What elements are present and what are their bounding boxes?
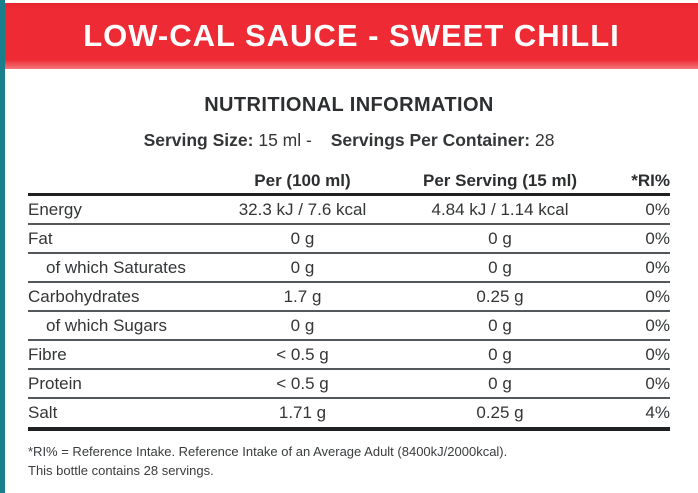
per-serving-value: 0 g	[488, 344, 512, 364]
table-header-row: Per (100 ml) Per Serving (15 ml) *RI%	[28, 168, 670, 196]
column-header-per-serving: Per Serving (15 ml)	[422, 170, 577, 190]
serving-size-value: 15 ml	[258, 130, 302, 150]
footnote-line-2: This bottle contains 28 servings.	[28, 463, 214, 478]
table-row: Energy 32.3 kJ / 7.6 kcal 4.84 kJ / 1.14…	[28, 196, 670, 225]
column-header-ri: *RI%	[631, 170, 670, 190]
nutrient-name: Fat	[28, 228, 53, 248]
nutrient-name: Fibre	[28, 344, 67, 364]
table-row: Salt 1.71 g 0.25 g 4%	[28, 399, 670, 431]
ri-value: 0%	[645, 228, 670, 248]
per-serving-value: 0 g	[488, 373, 512, 393]
ri-value: 0%	[645, 344, 670, 364]
per-100-value: 0 g	[290, 257, 315, 277]
table-row: Fat 0 g 0 g 0%	[28, 225, 670, 254]
per-100-value: 1.71 g	[278, 403, 327, 422]
per-100-value: < 0.5 g	[276, 373, 329, 393]
serving-info-line: Serving Size: 15 ml - Servings Per Conta…	[28, 130, 670, 151]
label-content: NUTRITIONAL INFORMATION Serving Size: 15…	[28, 69, 670, 480]
product-title-banner: LOW-CAL SAUCE - SWEET CHILLI	[5, 3, 698, 69]
servings-per-container-value: 28	[534, 130, 555, 150]
nutrient-name: of which Saturates	[46, 257, 186, 277]
nutrient-name: Energy	[28, 199, 82, 219]
table-row: Protein < 0.5 g 0 g 0%	[28, 370, 670, 399]
ri-value: 0%	[645, 373, 670, 393]
nutrient-name: Carbohydrates	[28, 286, 140, 306]
bottle-edge-strip	[0, 0, 5, 493]
servings-per-container-label: Servings Per Container:	[330, 130, 531, 150]
serving-separator: -	[306, 130, 312, 150]
per-100-value: 1.7 g	[283, 286, 322, 306]
table-row: Fibre < 0.5 g 0 g 0%	[28, 341, 670, 370]
per-100-value: 0 g	[290, 315, 315, 335]
ri-value: 4%	[645, 403, 670, 422]
ri-value: 0%	[645, 315, 670, 335]
footnote-line-1: *RI% = Reference Intake. Reference Intak…	[28, 444, 508, 459]
per-100-value: < 0.5 g	[276, 344, 329, 364]
per-100-value: 32.3 kJ / 7.6 kcal	[238, 199, 367, 219]
nutrient-name: Salt	[28, 403, 58, 422]
serving-size-label: Serving Size:	[143, 130, 254, 150]
ri-value: 0%	[645, 257, 670, 277]
table-row: Carbohydrates 1.7 g 0.25 g 0%	[28, 283, 670, 312]
column-header-per-100: Per (100 ml)	[254, 170, 351, 190]
per-serving-value: 0 g	[488, 257, 512, 277]
nutritional-information-heading: NUTRITIONAL INFORMATION	[204, 94, 494, 116]
nutrient-name: of which Sugars	[46, 315, 167, 335]
nutrition-table: Per (100 ml) Per Serving (15 ml) *RI% En…	[28, 168, 670, 431]
product-title: LOW-CAL SAUCE - SWEET CHILLI	[83, 18, 620, 53]
table-row: of which Saturates 0 g 0 g 0%	[28, 254, 670, 283]
ri-value: 0%	[645, 199, 670, 219]
per-serving-value: 0 g	[488, 228, 512, 248]
footnote: *RI% = Reference Intake. Reference Intak…	[28, 442, 670, 480]
ri-value: 0%	[645, 286, 670, 306]
nutrition-table-body: Energy 32.3 kJ / 7.6 kcal 4.84 kJ / 1.14…	[28, 196, 670, 431]
per-serving-value: 0.25 g	[476, 403, 524, 422]
per-serving-value: 4.84 kJ / 1.14 kcal	[431, 199, 569, 219]
table-row: of which Sugars 0 g 0 g 0%	[28, 312, 670, 341]
per-serving-value: 0.25 g	[476, 286, 524, 306]
per-serving-value: 0 g	[488, 315, 512, 335]
nutrient-name: Protein	[28, 373, 82, 393]
per-100-value: 0 g	[290, 228, 315, 248]
